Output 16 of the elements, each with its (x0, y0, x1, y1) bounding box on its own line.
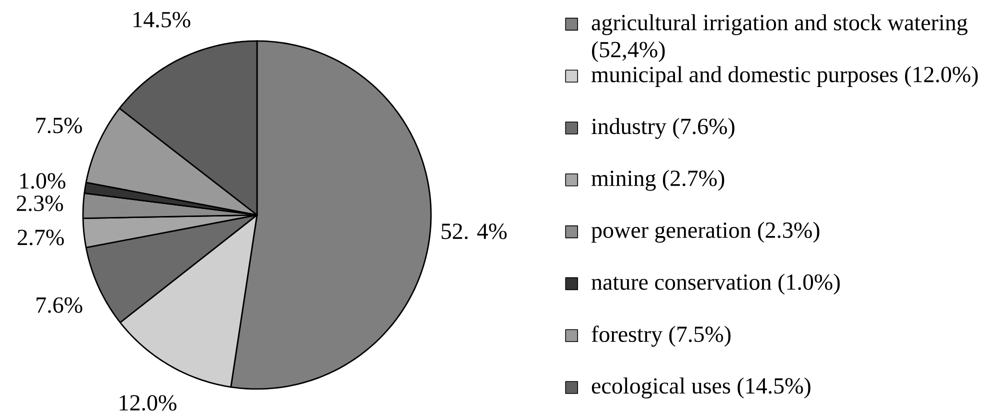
legend-label: industry (7.6%) (592, 118, 734, 139)
data-label: 7.6% (36, 297, 82, 313)
data-label: 2.3% (16, 196, 63, 212)
legend-label: nature conservation (1.0%) (592, 274, 840, 295)
legend-label: mining (2.7%) (592, 170, 724, 191)
data-label: 14.5% (134, 12, 190, 28)
legend-label: forestry (7.5%) (592, 326, 731, 347)
legend-label: municipal and domestic purposes (12.0%) (592, 66, 978, 87)
data-label: 52. 4% (442, 224, 507, 240)
data-label: 12.0% (120, 395, 176, 411)
data-label: 7.5% (36, 118, 82, 134)
legend-label: power generation (2.3%) (591, 222, 820, 243)
data-label: 2.7% (18, 230, 64, 246)
data-label: 1.0% (20, 173, 66, 189)
legend-label: agricultural irrigation and stock watering (52,4%) (592, 14, 968, 62)
legend-label: ecological uses (14.5%) (592, 377, 810, 398)
